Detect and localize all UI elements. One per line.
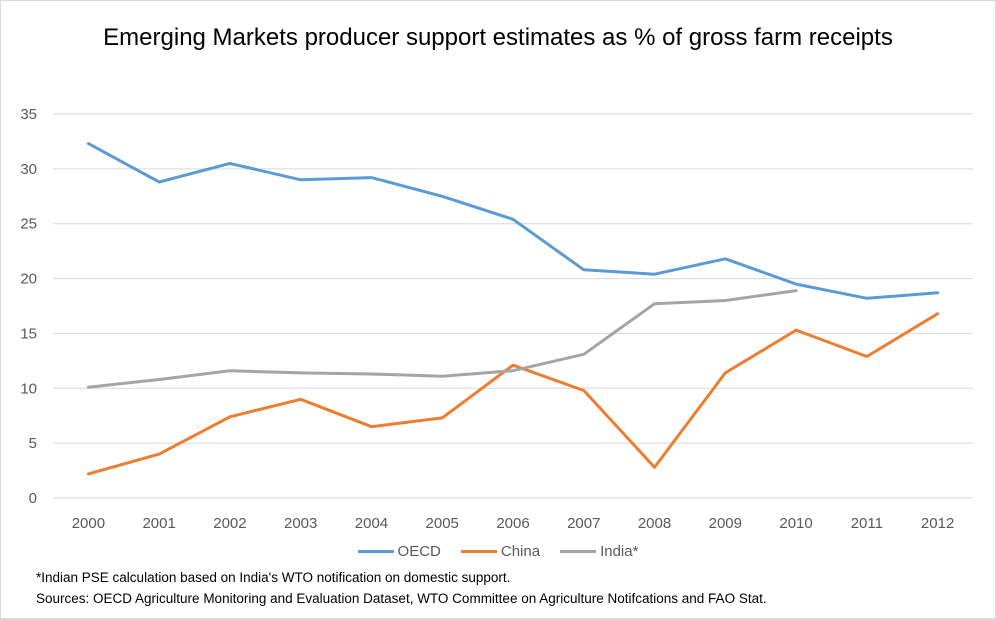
legend-item: OECD: [357, 543, 441, 560]
line-chart: 0 5 10 15 20 25 30 35 2000 2001 2002 2003 2004 2005 20…: [20, 106, 973, 532]
x-tick-label: 2008: [638, 515, 671, 532]
x-tick-label: 2001: [142, 515, 175, 532]
x-tick-label: 2005: [426, 515, 459, 532]
y-tick-label: 5: [29, 435, 37, 452]
legend-label: OECD: [397, 543, 441, 560]
y-tick-label: 25: [20, 216, 37, 233]
y-tick-label: 15: [20, 325, 37, 342]
legend-label: China: [500, 543, 541, 560]
y-tick-label: 30: [20, 161, 37, 178]
x-tick-label: 2012: [921, 515, 954, 532]
y-tick-label: 35: [20, 106, 37, 123]
legend-swatch: [357, 549, 394, 553]
legend-label: India*: [600, 543, 639, 560]
legend-swatch: [460, 549, 497, 553]
series-line-oecd: [86, 142, 940, 300]
footnote-india: *Indian PSE calculation based on India's…: [36, 570, 511, 585]
series-line-china: [86, 312, 940, 476]
x-tick-label: 2003: [284, 515, 317, 532]
x-tick-label: 2002: [213, 515, 246, 532]
x-tick-label: 2006: [496, 515, 529, 532]
y-tick-label: 0: [29, 490, 37, 507]
x-tick-label: 2009: [709, 515, 742, 532]
legend-swatch: [560, 549, 597, 553]
x-tick-label: 2007: [567, 515, 600, 532]
footnote-sources: Sources: OECD Agriculture Monitoring and…: [36, 591, 767, 606]
x-tick-label: 2000: [72, 515, 105, 532]
x-tick-label: 2010: [779, 515, 812, 532]
x-tick-label: 2011: [851, 515, 883, 532]
chart-title: Emerging Markets producer support estima…: [103, 24, 893, 51]
legend-item: India*: [560, 543, 638, 560]
x-tick-label: 2004: [355, 515, 388, 532]
series-line-india: [86, 289, 798, 389]
y-tick-label: 20: [20, 271, 37, 288]
legend-item: China: [460, 543, 541, 560]
y-tick-label: 10: [20, 380, 37, 397]
chart-legend: OECD China India*: [1, 543, 995, 560]
